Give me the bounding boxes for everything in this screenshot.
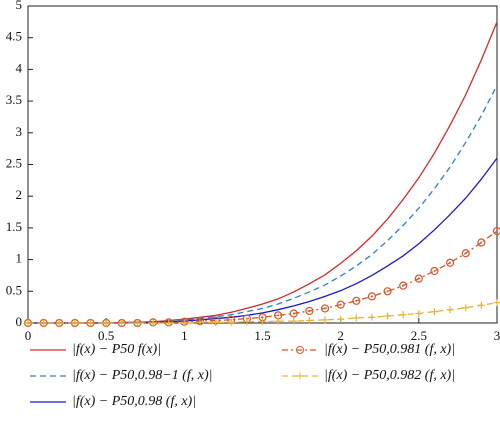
legend-marker — [296, 372, 304, 380]
marker-dot — [402, 284, 405, 287]
x-tick-label: 3 — [494, 328, 500, 343]
x-tick-label: 1.5 — [254, 328, 270, 343]
y-tick-label: 2.5 — [6, 155, 22, 170]
y-tick-label: 3.5 — [6, 92, 22, 107]
y-tick-label: 0 — [16, 314, 23, 329]
marker — [368, 313, 376, 321]
marker — [180, 319, 188, 327]
marker — [87, 319, 95, 327]
marker — [212, 318, 220, 326]
series-line — [28, 230, 498, 324]
marker — [383, 287, 392, 296]
marker — [430, 266, 439, 276]
legend-marker — [296, 346, 304, 354]
marker-dot — [277, 314, 280, 317]
marker — [259, 318, 266, 326]
marker — [118, 319, 126, 327]
marker — [415, 309, 423, 317]
marker — [399, 311, 407, 319]
marker — [414, 274, 423, 283]
y-tick-label: 4.5 — [6, 29, 22, 44]
marker — [367, 292, 377, 301]
marker-dot — [370, 295, 373, 298]
marker — [352, 296, 361, 305]
marker — [55, 319, 63, 327]
marker-dot — [449, 261, 452, 264]
marker-dot — [339, 303, 342, 306]
legend-label: |f(x) − P50,0.982 (f, x)| — [324, 368, 455, 383]
marker — [320, 304, 330, 313]
marker-dot — [292, 312, 295, 315]
marker-dot — [496, 230, 498, 233]
x-tick-label: 0.5 — [98, 328, 114, 343]
marker — [40, 319, 48, 327]
marker — [477, 301, 485, 309]
marker — [321, 316, 329, 324]
marker — [165, 319, 173, 327]
marker — [493, 299, 500, 307]
marker-dot — [324, 307, 327, 310]
marker-dot — [308, 309, 311, 312]
marker — [399, 281, 408, 290]
marker-dot — [464, 252, 467, 255]
marker — [289, 309, 298, 318]
marker — [446, 306, 454, 314]
series-line — [28, 21, 498, 324]
marker-dot — [261, 316, 264, 319]
marker — [337, 315, 345, 323]
x-tick-label: 2 — [337, 328, 344, 343]
marker — [102, 319, 110, 327]
y-tick-label: 5 — [16, 0, 23, 12]
y-tick-label: 4 — [16, 60, 23, 75]
marker — [384, 312, 392, 320]
marker — [336, 300, 345, 309]
marker — [446, 258, 455, 267]
series-line — [28, 157, 498, 324]
y-tick-label: 1.5 — [6, 219, 22, 234]
legend-label: |f(x) − P50,0.981 (f, x)| — [324, 342, 455, 357]
marker-dot — [355, 299, 358, 302]
series-line — [28, 84, 498, 324]
marker — [24, 319, 32, 327]
marker — [305, 306, 314, 316]
marker — [243, 318, 251, 326]
marker — [149, 319, 157, 327]
x-tick-label: 1 — [181, 328, 188, 343]
marker — [461, 249, 470, 258]
x-tick-label: 2.5 — [411, 328, 427, 343]
marker — [352, 314, 360, 322]
marker-dot — [386, 290, 389, 293]
legend-label: |f(x) − P50,0.98−1 (f, x)| — [72, 368, 213, 383]
marker — [290, 317, 298, 325]
marker — [477, 238, 486, 247]
marker-dot — [433, 270, 436, 273]
y-tick-label: 2 — [16, 187, 23, 202]
marker — [274, 317, 282, 325]
marker — [305, 316, 313, 324]
marker — [196, 318, 204, 326]
y-tick-label: 1 — [16, 251, 23, 266]
marker-dot — [417, 277, 420, 280]
y-tick-label: 3 — [16, 124, 23, 139]
marker — [430, 308, 438, 316]
legend-label: |f(x) − P50,0.98 (f, x)| — [72, 394, 196, 409]
x-tick-label: 0 — [25, 328, 32, 343]
marker — [133, 319, 141, 327]
y-tick-label: 0.5 — [6, 282, 22, 297]
legend-label: |f(x) − P50 f(x)| — [72, 342, 161, 357]
marker — [462, 304, 470, 312]
marker — [492, 226, 500, 236]
marker — [71, 319, 79, 327]
marker — [227, 318, 235, 326]
marker-dot — [480, 241, 483, 244]
